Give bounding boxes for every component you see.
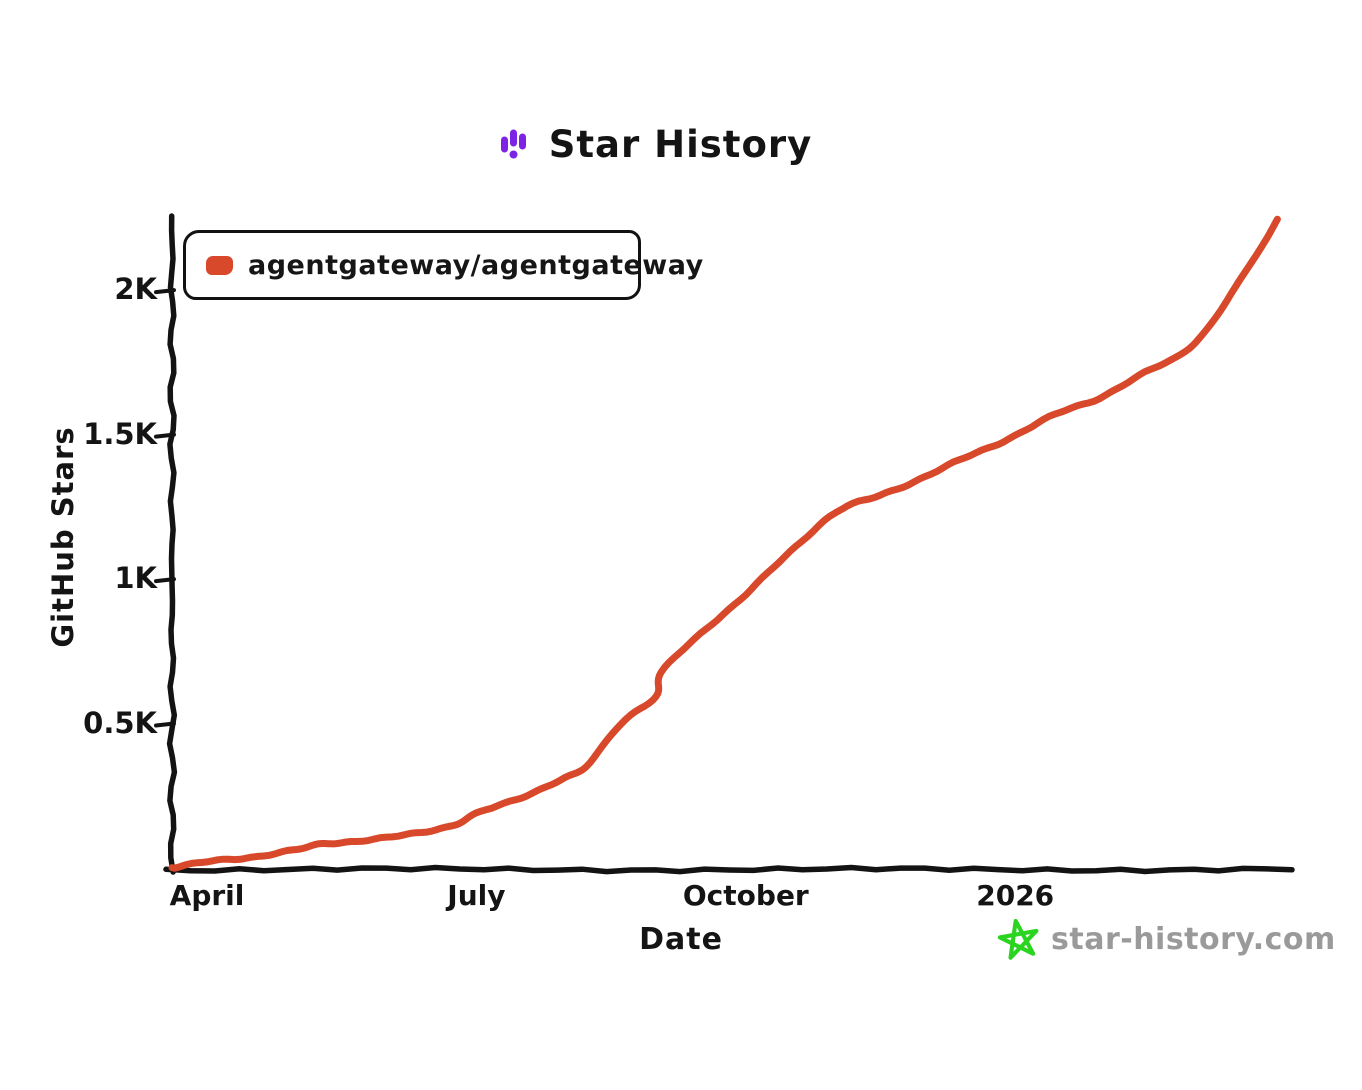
- legend: agentgateway/agentgateway: [183, 230, 703, 300]
- x-axis-line: [163, 864, 1295, 875]
- x-axis-title: Date: [639, 922, 723, 957]
- y-tick-mark: [154, 432, 176, 439]
- x-tick-label: July: [447, 879, 506, 912]
- series-line-agentgateway: [168, 215, 1281, 872]
- y-tick-label: 1.5K: [83, 416, 157, 451]
- y-tick-label: 2K: [114, 272, 157, 307]
- chart-title-row: Star History: [0, 118, 1336, 170]
- star-outline-icon: [997, 918, 1039, 960]
- y-axis-title: GitHub Stars: [46, 426, 80, 648]
- y-axis-line: [166, 213, 178, 875]
- page-title: Star History: [548, 122, 813, 166]
- star-history-logo-icon: [500, 129, 526, 159]
- x-tick-label: April: [169, 879, 245, 912]
- y-tick-mark: [154, 577, 176, 584]
- legend-series-label: agentgateway/agentgateway: [248, 249, 704, 281]
- watermark: star-history.com: [995, 916, 1336, 962]
- y-tick-label: 0.5K: [83, 705, 157, 740]
- x-tick-label: October: [682, 879, 809, 912]
- y-tick-label: 1K: [114, 561, 157, 596]
- y-tick-mark: [154, 288, 176, 295]
- x-tick-label: 2026: [976, 879, 1055, 912]
- y-tick-mark: [154, 721, 176, 728]
- y-axis-tick-marks: [154, 288, 176, 728]
- legend-series-swatch: [206, 255, 233, 275]
- watermark-link: star-history.com: [1051, 921, 1336, 957]
